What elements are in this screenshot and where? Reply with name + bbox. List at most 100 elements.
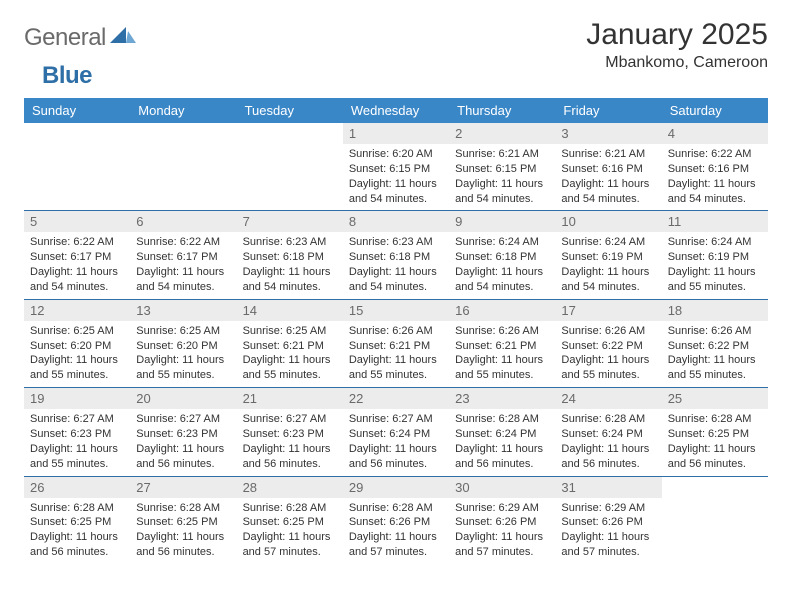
title-location: Mbankomo, Cameroon: [586, 54, 768, 72]
daylight-text: Daylight: 11 hours and 54 minutes.: [561, 265, 655, 295]
calendar-cell: 31Sunrise: 6:29 AMSunset: 6:26 PMDayligh…: [555, 477, 661, 564]
day-number: 30: [449, 477, 555, 498]
day-number: 13: [130, 300, 236, 321]
calendar-cell: 11Sunrise: 6:24 AMSunset: 6:19 PMDayligh…: [662, 211, 768, 298]
daylight-text: Daylight: 11 hours and 55 minutes.: [30, 442, 124, 472]
calendar-cell: 23 Sunrise: 6:28 AMSunset: 6:24 PMDayligh…: [449, 388, 555, 475]
sunset-text: Sunset: 6:20 PM: [136, 339, 230, 354]
day-number: 1: [343, 123, 449, 144]
day-number: [130, 123, 236, 144]
daylight-text: Daylight: 11 hours and 56 minutes.: [668, 442, 762, 472]
day-number: 22: [343, 388, 449, 409]
daylight-text: Daylight: 11 hours and 54 minutes.: [349, 265, 443, 295]
calendar-cell: [662, 477, 768, 564]
sunrise-text: Sunrise: 6:25 AM: [243, 324, 337, 339]
sunset-text: Sunset: 6:24 PM: [561, 427, 655, 442]
sunrise-text: Sunrise: 6:28 AM: [561, 412, 655, 427]
calendar-week: 19 Sunrise: 6:27 AMSunset: 6:23 PMDayligh…: [24, 388, 768, 476]
day-details: Sunrise: 6:25 AMSunset: 6:20 PMDaylight:…: [136, 324, 230, 383]
sunset-text: Sunset: 6:19 PM: [668, 250, 762, 265]
calendar-body: 1Sunrise: 6:20 AMSunset: 6:15 PMDaylight…: [24, 123, 768, 564]
day-number: 27: [130, 477, 236, 498]
calendar-week: 1Sunrise: 6:20 AMSunset: 6:15 PMDaylight…: [24, 123, 768, 211]
day-details: Sunrise: 6:28 AMSunset: 6:25 PMDaylight:…: [136, 501, 230, 560]
daylight-text: Daylight: 11 hours and 56 minutes.: [243, 442, 337, 472]
sunset-text: Sunset: 6:18 PM: [455, 250, 549, 265]
day-number: 9: [449, 211, 555, 232]
sunrise-text: Sunrise: 6:28 AM: [243, 501, 337, 516]
day-details: Sunrise: 6:21 AMSunset: 6:15 PMDaylight:…: [455, 147, 549, 206]
sunrise-text: Sunrise: 6:28 AM: [455, 412, 549, 427]
brand-word2: Blue: [24, 62, 92, 90]
daylight-text: Daylight: 11 hours and 56 minutes.: [136, 530, 230, 560]
day-number: 23: [449, 388, 555, 409]
daylight-text: Daylight: 11 hours and 55 minutes.: [561, 353, 655, 383]
daylight-text: Daylight: 11 hours and 56 minutes.: [455, 442, 549, 472]
day-number: 8: [343, 211, 449, 232]
calendar-cell: 24Sunrise: 6:28 AMSunset: 6:24 PMDayligh…: [555, 388, 661, 475]
day-details: Sunrise: 6:28 AMSunset: 6:25 PMDaylight:…: [30, 501, 124, 560]
daylight-text: Daylight: 11 hours and 55 minutes.: [668, 265, 762, 295]
day-details: Sunrise: 6:21 AMSunset: 6:16 PMDaylight:…: [561, 147, 655, 206]
day-number: 29: [343, 477, 449, 498]
sunrise-text: Sunrise: 6:25 AM: [136, 324, 230, 339]
sunrise-text: Sunrise: 6:24 AM: [668, 235, 762, 250]
sunset-text: Sunset: 6:16 PM: [561, 162, 655, 177]
daylight-text: Daylight: 11 hours and 54 minutes.: [30, 265, 124, 295]
day-details: Sunrise: 6:22 AMSunset: 6:17 PMDaylight:…: [136, 235, 230, 294]
day-number: 3: [555, 123, 661, 144]
weekday-sun: Sunday: [24, 98, 130, 123]
calendar-cell: 9Sunrise: 6:24 AMSunset: 6:18 PMDaylight…: [449, 211, 555, 298]
day-number: 18: [662, 300, 768, 321]
sunrise-text: Sunrise: 6:29 AM: [455, 501, 549, 516]
day-number: 2: [449, 123, 555, 144]
calendar-cell: 12Sunrise: 6:25 AMSunset: 6:20 PMDayligh…: [24, 300, 130, 387]
sunset-text: Sunset: 6:15 PM: [455, 162, 549, 177]
sunrise-text: Sunrise: 6:24 AM: [561, 235, 655, 250]
sunrise-text: Sunrise: 6:27 AM: [349, 412, 443, 427]
day-details: Sunrise: 6:26 AMSunset: 6:22 PMDaylight:…: [561, 324, 655, 383]
daylight-text: Daylight: 11 hours and 55 minutes.: [136, 353, 230, 383]
day-details: Sunrise: 6:27 AMSunset: 6:23 PMDaylight:…: [136, 412, 230, 471]
day-details: Sunrise: 6:25 AMSunset: 6:20 PMDaylight:…: [30, 324, 124, 383]
sunrise-text: Sunrise: 6:27 AM: [136, 412, 230, 427]
daylight-text: Daylight: 11 hours and 57 minutes.: [455, 530, 549, 560]
day-number: 28: [237, 477, 343, 498]
sunrise-text: Sunrise: 6:25 AM: [30, 324, 124, 339]
weekday-wed: Wednesday: [343, 98, 449, 123]
calendar: Sunday Monday Tuesday Wednesday Thursday…: [24, 98, 768, 564]
calendar-cell: 19Sunrise: 6:27 AMSunset: 6:23 PMDayligh…: [24, 388, 130, 475]
sunset-text: Sunset: 6:25 PM: [668, 427, 762, 442]
sunrise-text: Sunrise: 6:23 AM: [349, 235, 443, 250]
daylight-text: Daylight: 11 hours and 54 minutes.: [349, 177, 443, 207]
sunset-text: Sunset: 6:18 PM: [349, 250, 443, 265]
day-details: Sunrise: 6:25 AMSunset: 6:21 PMDaylight:…: [243, 324, 337, 383]
day-number: 26: [24, 477, 130, 498]
day-number: 17: [555, 300, 661, 321]
daylight-text: Daylight: 11 hours and 55 minutes.: [349, 353, 443, 383]
calendar-cell: 27 Sunrise: 6:28 AMSunset: 6:25 PMDayligh…: [130, 477, 236, 564]
title-block: January 2025 Mbankomo, Cameroon: [586, 18, 768, 72]
day-number: [24, 123, 130, 144]
daylight-text: Daylight: 11 hours and 56 minutes.: [30, 530, 124, 560]
calendar-cell: 20Sunrise: 6:27 AMSunset: 6:23 PMDayligh…: [130, 388, 236, 475]
day-number: 19: [24, 388, 130, 409]
sunset-text: Sunset: 6:15 PM: [349, 162, 443, 177]
daylight-text: Daylight: 11 hours and 54 minutes.: [243, 265, 337, 295]
day-number: 5: [24, 211, 130, 232]
brand-logo: General: [24, 18, 138, 52]
sunset-text: Sunset: 6:24 PM: [455, 427, 549, 442]
sunrise-text: Sunrise: 6:22 AM: [136, 235, 230, 250]
day-details: Sunrise: 6:28 AMSunset: 6:25 PMDaylight:…: [668, 412, 762, 471]
sunset-text: Sunset: 6:25 PM: [243, 515, 337, 530]
weekday-tue: Tuesday: [237, 98, 343, 123]
sunset-text: Sunset: 6:20 PM: [30, 339, 124, 354]
day-details: Sunrise: 6:24 AMSunset: 6:19 PMDaylight:…: [561, 235, 655, 294]
calendar-cell: [24, 123, 130, 210]
calendar-cell: [130, 123, 236, 210]
calendar-cell: 5Sunrise: 6:22 AMSunset: 6:17 PMDaylight…: [24, 211, 130, 298]
calendar-cell: 22Sunrise: 6:27 AMSunset: 6:24 PMDayligh…: [343, 388, 449, 475]
weekday-sat: Saturday: [662, 98, 768, 123]
day-details: Sunrise: 6:28 AMSunset: 6:26 PMDaylight:…: [349, 501, 443, 560]
sunset-text: Sunset: 6:22 PM: [561, 339, 655, 354]
